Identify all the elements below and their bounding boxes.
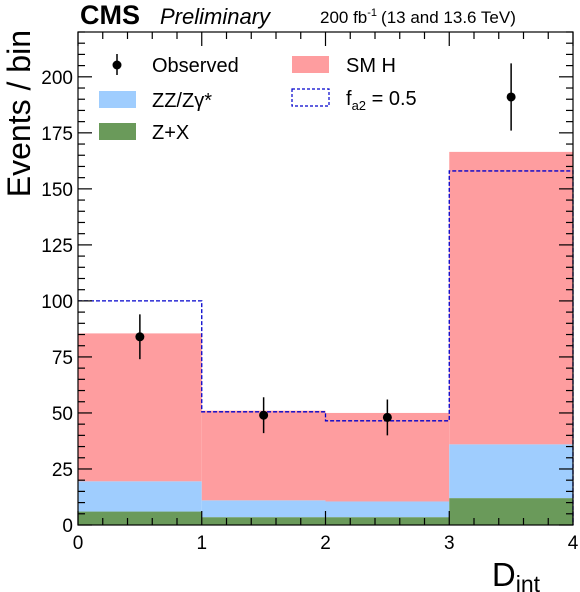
y-tick-label-150: 150 bbox=[41, 180, 73, 201]
series-line-fa2 bbox=[78, 170, 574, 525]
lumi-exponent: -1 bbox=[367, 7, 377, 19]
legend-alt: fa2 = 0.5 bbox=[291, 88, 417, 113]
x-axis-title-main: D bbox=[492, 556, 516, 592]
y-tick-label-200: 200 bbox=[41, 68, 73, 89]
legend: Observed SM H ZZ/Zγ* fa2 = 0.5 Z+X bbox=[99, 54, 417, 144]
y-tick-label-75: 75 bbox=[52, 348, 73, 369]
legend-zx-label: Z+X bbox=[152, 122, 189, 144]
x-axis-title-sub: int bbox=[516, 571, 541, 592]
legend-zz: ZZ/Zγ* bbox=[99, 90, 212, 112]
y-tick-label-0: 0 bbox=[62, 516, 73, 537]
x-axis-title: Dint bbox=[492, 556, 541, 592]
legend-observed-label: Observed bbox=[152, 55, 239, 77]
x-tick-label-4: 4 bbox=[568, 533, 579, 554]
x-tick-label-2: 2 bbox=[320, 533, 331, 554]
legend-zx: Z+X bbox=[99, 122, 189, 144]
bar-zz-z-bin-4 bbox=[449, 444, 573, 499]
energy-label: (13 and 13.6 TeV) bbox=[381, 8, 516, 27]
y-tick-label-125: 125 bbox=[41, 236, 73, 257]
legend-alt-label-sub: a2 bbox=[352, 98, 366, 113]
legend-smh: SM H bbox=[292, 55, 396, 77]
legend-alt-swatch bbox=[291, 88, 330, 107]
legend-alt-label-rest: = 0.5 bbox=[366, 88, 417, 110]
observed-point-1 bbox=[135, 332, 145, 342]
experiment-label: CMS bbox=[80, 0, 140, 30]
plot-frame bbox=[77, 31, 574, 526]
bar-sm-h-bin-4 bbox=[449, 151, 573, 445]
bar-zz-z-bin-3 bbox=[325, 501, 450, 518]
bar-z-x-bin-3 bbox=[325, 517, 450, 525]
legend-zz-label: ZZ/Zγ* bbox=[152, 90, 212, 112]
legend-observed: Observed bbox=[112, 54, 239, 77]
y-tick-label-175: 175 bbox=[41, 124, 73, 145]
y-axis-title: Events / bin bbox=[1, 30, 37, 197]
lumi-value: 200 fb bbox=[320, 8, 367, 27]
status-label: Preliminary bbox=[160, 4, 272, 29]
legend-alt-label: fa2 = 0.5 bbox=[346, 88, 417, 113]
bar-z-x-bin-4 bbox=[449, 498, 573, 525]
lumi-label: 200 fb-1 (13 and 13.6 TeV) bbox=[320, 7, 516, 27]
legend-observed-marker bbox=[112, 60, 122, 70]
legend-smh-label: SM H bbox=[346, 55, 396, 77]
y-tick-label-50: 50 bbox=[52, 404, 73, 425]
bar-zz-z-bin-1 bbox=[78, 481, 202, 512]
legend-zz-swatch bbox=[99, 91, 136, 108]
plot-area: 0 1 2 3 4 0 25 50 75 100 125 150 175 200 bbox=[41, 31, 579, 554]
observed-point-3 bbox=[382, 412, 392, 422]
x-tick-label-1: 1 bbox=[196, 533, 207, 554]
bar-z-x-bin-2 bbox=[201, 517, 326, 525]
x-tick-label-3: 3 bbox=[444, 533, 455, 554]
bar-zz-z-bin-2 bbox=[201, 500, 326, 518]
bar-z-x-bin-1 bbox=[78, 511, 202, 525]
legend-zx-swatch bbox=[99, 123, 136, 140]
legend-smh-swatch bbox=[292, 56, 329, 73]
y-tick-label-100: 100 bbox=[41, 292, 73, 313]
x-tick-label-0: 0 bbox=[73, 533, 84, 554]
observed-point-4 bbox=[506, 92, 516, 102]
observed-point-2 bbox=[259, 410, 269, 420]
y-tick-label-25: 25 bbox=[52, 460, 73, 481]
legend-alt-label-main: f bbox=[346, 88, 352, 110]
